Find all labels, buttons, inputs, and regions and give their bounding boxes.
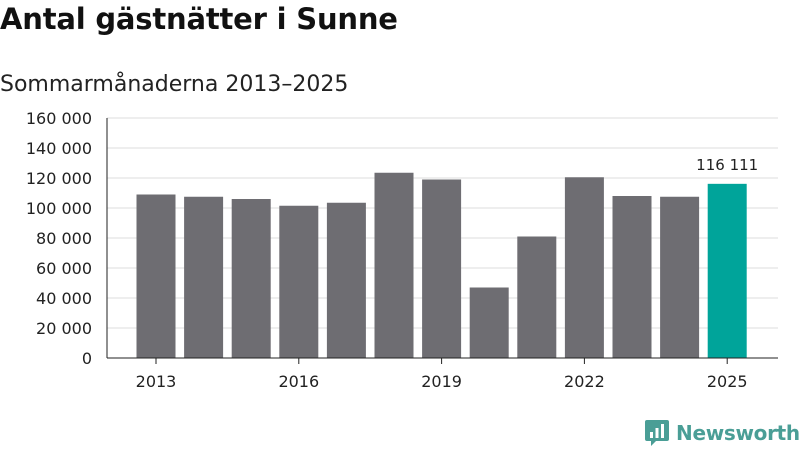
bar (517, 236, 557, 358)
y-tick-label: 40 000 (36, 289, 92, 308)
y-tick-label: 140 000 (26, 139, 92, 158)
bar (660, 196, 700, 358)
chart-title: Antal gästnätter i Sunne (0, 2, 398, 36)
x-tick-label: 2022 (564, 372, 605, 391)
data-label: 116 111 (696, 156, 758, 174)
bar (612, 196, 652, 358)
bar (136, 194, 176, 358)
x-tick-label: 2016 (278, 372, 319, 391)
y-tick-label: 120 000 (26, 169, 92, 188)
chart-subtitle: Sommarmånaderna 2013–2025 (0, 72, 349, 97)
newsworthy-logo-icon (645, 420, 669, 446)
y-tick-label: 160 000 (26, 109, 92, 128)
y-tick-label: 20 000 (36, 319, 92, 338)
bar (469, 287, 509, 358)
bar (374, 172, 414, 358)
y-tick-label: 80 000 (36, 229, 92, 248)
y-tick-label: 60 000 (36, 259, 92, 278)
y-tick-label: 100 000 (26, 199, 92, 218)
brand-name: Newsworthy (676, 421, 800, 445)
y-tick-label: 0 (82, 349, 92, 368)
bar (564, 177, 604, 358)
bar (231, 199, 271, 358)
bar (184, 196, 224, 358)
bar (326, 202, 366, 358)
newsworthy-logo: Newsworthy (644, 419, 800, 447)
bar (422, 179, 462, 358)
bar-highlight (707, 183, 747, 358)
x-tick-label: 2019 (421, 372, 462, 391)
bar (279, 205, 319, 358)
x-tick-label: 2025 (707, 372, 748, 391)
x-tick-label: 2013 (136, 372, 177, 391)
